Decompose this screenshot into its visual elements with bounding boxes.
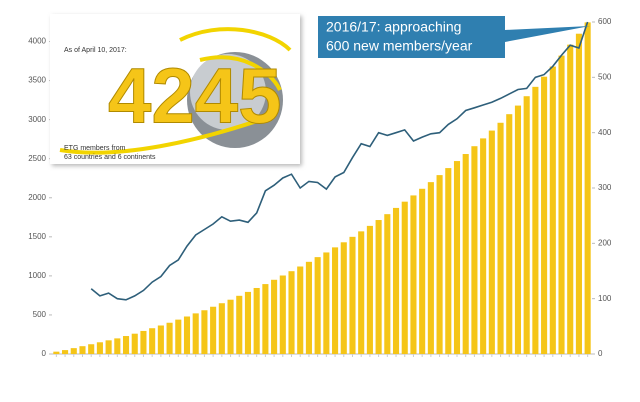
- bar: [122, 336, 130, 354]
- bar: [340, 242, 347, 354]
- y2-tick-label: 500: [598, 72, 612, 81]
- y2-tick-label: 0: [598, 349, 603, 358]
- bar: [201, 310, 208, 354]
- y2-tick-label: 200: [598, 238, 612, 247]
- annotation-text: 2016/17: approaching: [326, 19, 461, 35]
- bar: [567, 44, 574, 355]
- bar: [584, 22, 591, 354]
- annotation: 2016/17: approaching 600 new members/yea…: [318, 16, 590, 58]
- y-tick-label: 1500: [28, 232, 46, 241]
- bar: [105, 340, 112, 354]
- inset-date: As of April 10, 2017:: [64, 47, 127, 54]
- bar: [236, 295, 243, 354]
- bar: [279, 275, 286, 354]
- bar: [166, 322, 173, 354]
- bar: [157, 325, 164, 354]
- inset: As of April 10, 2017: 4245 ETG members f…: [50, 14, 300, 164]
- bar: [88, 344, 95, 354]
- bar: [96, 342, 103, 354]
- bar: [175, 319, 182, 354]
- y2-tick-label: 100: [598, 294, 612, 303]
- bar: [297, 266, 304, 354]
- bar: [471, 146, 478, 354]
- bar: [323, 252, 330, 354]
- y-tick-label: 0: [42, 349, 47, 358]
- y-tick-label: 3500: [28, 76, 46, 85]
- bar: [366, 225, 373, 354]
- bar: [523, 96, 530, 354]
- bar: [218, 303, 225, 354]
- line: [90, 21, 589, 301]
- inset-number: 4245: [108, 52, 282, 140]
- bar: [131, 333, 138, 354]
- bar: [62, 350, 69, 354]
- y2-tick-label: 300: [598, 183, 612, 192]
- inset-line: 63 countries and 6 continents: [64, 154, 156, 161]
- bar: [480, 138, 487, 354]
- bar: [332, 247, 339, 354]
- bar: [305, 261, 312, 354]
- bar: [541, 76, 548, 355]
- bar: [488, 130, 495, 354]
- bar: [401, 201, 408, 354]
- bar: [227, 299, 234, 354]
- bar: [244, 291, 252, 354]
- bar: [419, 188, 426, 354]
- bar: [349, 236, 356, 354]
- y2-tick-label: 400: [598, 128, 612, 137]
- y-tick-label: 3000: [28, 115, 46, 124]
- bar: [53, 351, 60, 354]
- annotation-text: 600 new members/year: [326, 38, 473, 54]
- bar: [549, 66, 556, 354]
- bar: [288, 271, 295, 354]
- bar: [436, 175, 443, 354]
- bar: [210, 306, 217, 354]
- bar: [445, 168, 452, 354]
- bar: [79, 346, 86, 354]
- globe-highlight: [190, 54, 266, 130]
- bar: [192, 313, 199, 354]
- bar: [140, 330, 147, 354]
- bar: [410, 195, 417, 354]
- bar: [384, 214, 391, 354]
- bar: [149, 328, 156, 354]
- bar: [70, 348, 77, 354]
- bar: [392, 207, 400, 354]
- bar: [358, 231, 365, 354]
- y2-tick-label: 600: [598, 17, 612, 26]
- bar: [462, 154, 469, 354]
- bar: [253, 287, 260, 354]
- y-tick-label: 2000: [28, 193, 46, 202]
- bar: [453, 161, 461, 354]
- bar: [427, 182, 434, 354]
- bar: [375, 220, 382, 354]
- inset-line: ETG members from: [64, 145, 126, 152]
- y-tick-label: 2500: [28, 154, 46, 163]
- bar: [558, 55, 565, 355]
- annotation-box: [318, 16, 590, 58]
- bar: [506, 114, 513, 354]
- cable: [59, 27, 292, 155]
- bar: [114, 338, 121, 354]
- plot-area: 0 500 1000 1500 2000 2500 3000 3500 4000 0 100 200 3…: [28, 17, 612, 358]
- bar: [314, 257, 321, 354]
- bar: [183, 316, 191, 354]
- bar: [575, 33, 582, 354]
- bar: [271, 279, 278, 354]
- y-tick-label: 1000: [28, 271, 46, 280]
- y-tick-label: 500: [33, 310, 47, 319]
- bar: [497, 122, 504, 355]
- y-tick-label: 4000: [28, 37, 46, 46]
- bar: [262, 284, 269, 354]
- bar: [514, 105, 522, 355]
- bar: [532, 86, 539, 354]
